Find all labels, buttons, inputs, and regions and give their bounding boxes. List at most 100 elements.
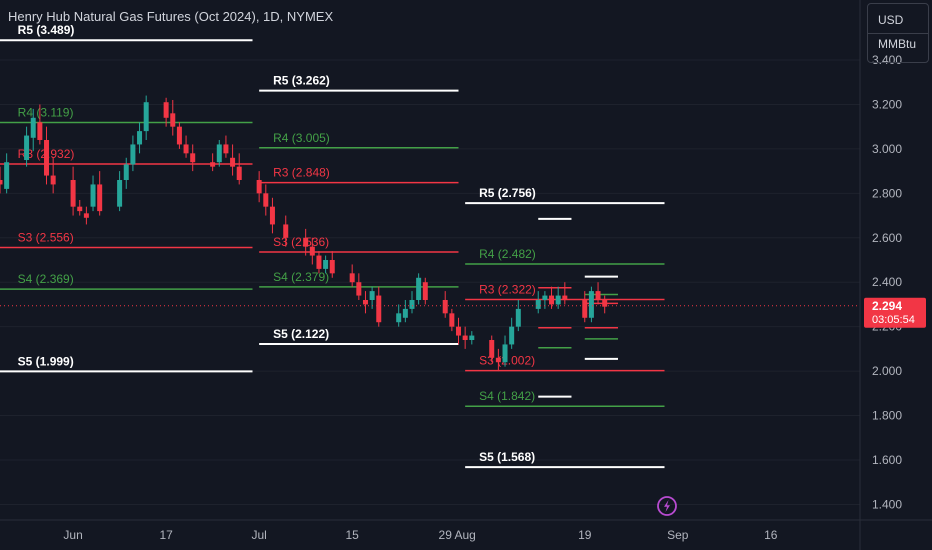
candle (582, 291, 588, 323)
candle (210, 153, 216, 172)
pivot-levels: R5 (3.489)R4 (3.119)R3 (2.932)S3 (2.556)… (0, 23, 665, 469)
pivot-label-r3: R3 (2.848) (273, 166, 330, 180)
candle-body (442, 300, 448, 314)
candle-body (369, 291, 375, 300)
lightning-icon[interactable] (657, 496, 677, 516)
candle-body (256, 180, 262, 194)
candle (83, 206, 89, 225)
candle-body (502, 344, 508, 363)
candle (97, 171, 103, 216)
candle-body (50, 175, 56, 185)
x-axis[interactable]: Jun 17 Jul 15 29 Aug 19 Sep 16 (63, 528, 777, 542)
y-tick-label: 2.600 (872, 231, 902, 245)
bar-countdown: 03:05:54 (872, 314, 915, 326)
candle-body (117, 180, 123, 207)
candle-body (183, 144, 189, 154)
y-tick-label: 3.000 (872, 142, 902, 156)
unit-selector[interactable]: USD MMBtu (867, 3, 929, 63)
candle-body (535, 300, 541, 309)
pivot-label-s5: S5 (1.999) (18, 354, 74, 368)
candle (409, 291, 415, 314)
pivot-label-s3: S3 (2.556) (18, 231, 74, 245)
candle-body (0, 180, 3, 185)
candle-body (4, 162, 10, 189)
candle (216, 140, 222, 167)
candle-body (283, 224, 289, 238)
candle-body (362, 300, 368, 305)
candle-body (70, 180, 76, 207)
candle (442, 291, 448, 318)
y-tick-label: 1.800 (872, 409, 902, 423)
candle (369, 286, 375, 309)
y-tick-label: 1.400 (872, 497, 902, 511)
candle-body (416, 277, 422, 300)
candle-body (77, 206, 83, 212)
candle (349, 264, 355, 287)
current-price-value: 2.294 (872, 299, 902, 313)
candle (123, 157, 129, 189)
candle (402, 300, 408, 323)
candle-body (269, 206, 275, 225)
y-tick-label: 1.600 (872, 453, 902, 467)
candle-body (409, 300, 415, 309)
candle-body (210, 162, 216, 167)
candle (143, 95, 149, 140)
candle (4, 153, 10, 194)
candle-body (329, 260, 335, 274)
candle-body (602, 300, 608, 307)
candle-body (223, 144, 229, 154)
candle-body (462, 335, 468, 340)
candle (137, 122, 143, 154)
x-tick-label: Jun (63, 528, 82, 542)
price-tag-background (864, 297, 926, 328)
chart-title: Henry Hub Natural Gas Futures (Oct 2024)… (8, 9, 334, 24)
candle-body (396, 313, 402, 323)
candle-body (24, 135, 30, 160)
candle (502, 335, 508, 367)
candle-body (515, 308, 521, 327)
candle (223, 135, 229, 158)
candle (462, 326, 468, 349)
candle-body (130, 144, 136, 165)
pivot-label-r5: R5 (3.489) (18, 23, 75, 37)
candle-body (349, 273, 355, 283)
candle-body (582, 300, 588, 318)
candle-body (30, 117, 36, 138)
candle (316, 251, 322, 274)
candle (163, 97, 169, 127)
candle (362, 291, 368, 314)
candle (495, 348, 501, 372)
candle-body (143, 102, 149, 132)
candle-body (456, 326, 462, 336)
candle-body (402, 308, 408, 318)
x-tick-label: 29 (439, 528, 453, 542)
x-tick-label: Jul (251, 528, 266, 542)
candle (562, 282, 568, 305)
candle (117, 171, 123, 212)
y-tick-label: 2.400 (872, 275, 902, 289)
candle-body (309, 246, 315, 256)
candle (90, 175, 96, 212)
candle-body (37, 122, 43, 140)
candle (70, 166, 76, 216)
candle-body (83, 213, 89, 218)
candle (236, 153, 242, 185)
candle-body (176, 126, 182, 145)
candle (515, 300, 521, 332)
x-tick-label: 17 (159, 528, 173, 542)
y-axis[interactable]: 1.4001.6001.8002.0002.2002.4002.6002.800… (872, 53, 902, 511)
candle-body (469, 335, 475, 340)
candle-body (588, 291, 594, 318)
candle (0, 166, 3, 194)
candle-body (356, 282, 362, 296)
x-tick-label: Sep (667, 528, 689, 542)
candle (356, 273, 362, 300)
y-tick-label: 2.000 (872, 364, 902, 378)
pivot-label-r4: R4 (2.482) (479, 247, 536, 261)
pivot-label-s5: S5 (1.568) (479, 450, 535, 464)
candle-body (509, 326, 515, 345)
pivot-label-s4: S4 (2.369) (18, 272, 74, 286)
candle (595, 282, 601, 305)
candle (323, 255, 329, 274)
